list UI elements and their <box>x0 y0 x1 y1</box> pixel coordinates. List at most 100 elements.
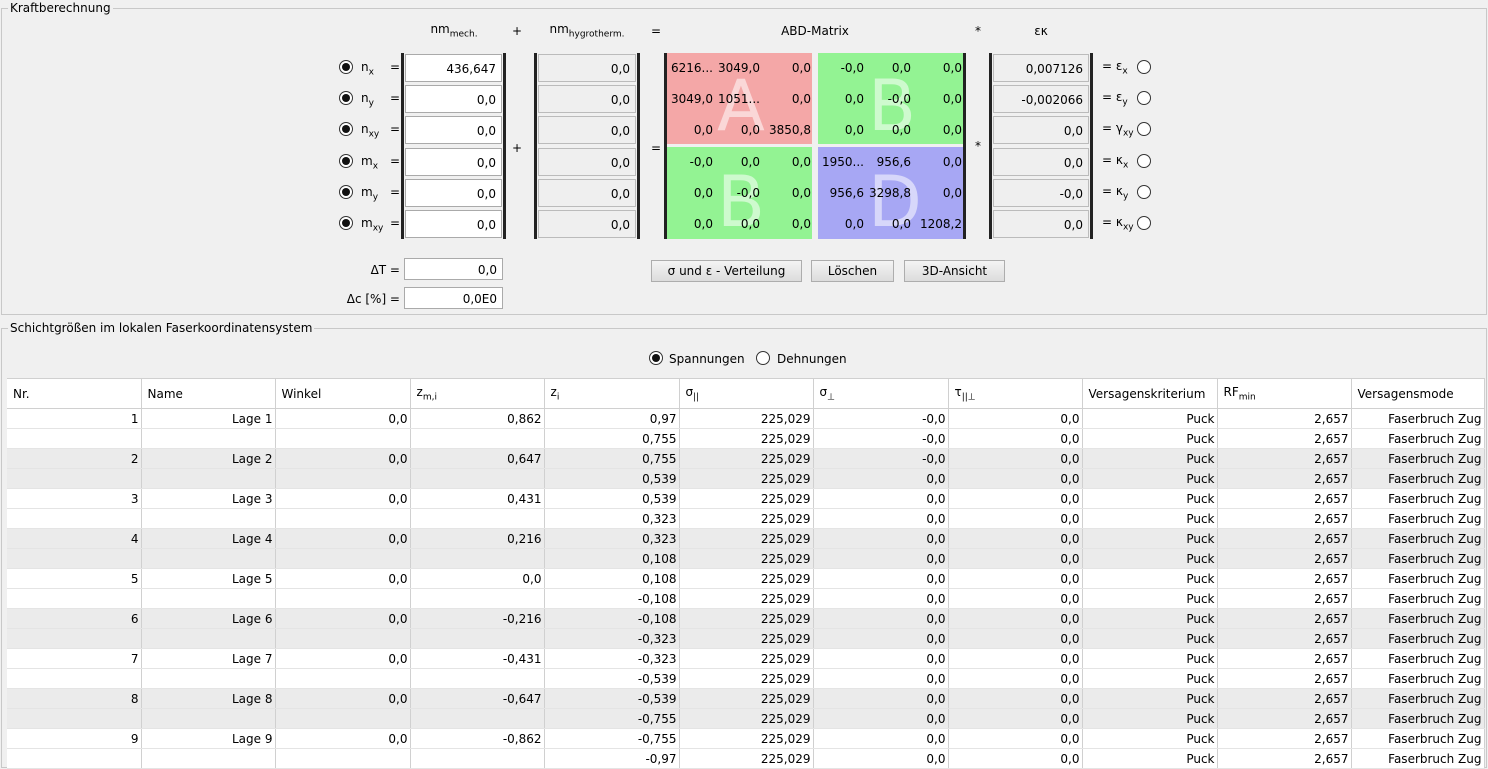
table-cell: 2,657 <box>1217 708 1352 729</box>
result-select-radio[interactable] <box>1137 185 1151 199</box>
load-select-radio[interactable] <box>339 185 353 199</box>
delete-button[interactable]: Löschen <box>811 260 894 282</box>
table-row[interactable]: 1 Lage 1 0,0 0,862 0,97 225,029 -0,0 0,0 Puck 2,6… <box>7 408 1485 429</box>
table-cell <box>275 708 411 729</box>
load-select-radio[interactable] <box>339 60 353 74</box>
table-row[interactable]: -0,97 225,029 0,0 0,0 Puck 2,657 Faserbruch Zu… <box>7 748 1485 769</box>
table-row[interactable]: -0,323 225,029 0,0 0,0 Puck 2,657 Faserbruch Z… <box>7 628 1485 649</box>
abd-matrix-cell: 0,0 <box>791 217 811 231</box>
load-select-radio[interactable] <box>339 91 353 105</box>
abd-matrix-cell: 0,0 <box>693 186 713 200</box>
column-header[interactable]: zm,i <box>410 378 545 409</box>
table-cell: 0,539 <box>544 488 680 509</box>
table-row[interactable]: 5 Lage 5 0,0 0,0 0,108 225,029 0,0 0,0 Puck 2,657… <box>7 568 1485 589</box>
nm-mech-input[interactable]: 0,0 <box>405 179 502 207</box>
column-header[interactable]: RFmin <box>1217 378 1352 409</box>
distribution-button[interactable]: σ und ε - Verteilung <box>651 260 802 282</box>
column-header[interactable]: Versagensmode <box>1351 378 1485 409</box>
table-cell <box>7 428 142 449</box>
column-header[interactable]: Versagenskriterium <box>1082 378 1218 409</box>
table-cell: 0,0 <box>275 608 411 629</box>
table-row[interactable]: -0,539 225,029 0,0 0,0 Puck 2,657 Faserbruch Z… <box>7 668 1485 689</box>
table-row[interactable]: 7 Lage 7 0,0 -0,431 -0,323 225,029 0,0 0,0 Puck 2… <box>7 648 1485 669</box>
header-nm-hygro: nmhygrotherm. <box>549 22 625 40</box>
table-cell <box>7 588 142 609</box>
nm-mech-input[interactable]: 0,0 <box>405 148 502 176</box>
table-header-row: Nr. Name Winkel zm,i zi σ|| σ⊥ τ||⊥ Versagenskri… <box>7 378 1485 409</box>
load-equals: = <box>390 60 401 74</box>
table-row[interactable]: 0,755 225,029 -0,0 0,0 Puck 2,657 Faserbruch Z… <box>7 428 1485 449</box>
dehnungen-label: Dehnungen <box>777 352 847 366</box>
table-cell <box>275 468 411 489</box>
table-cell: 2,657 <box>1217 588 1352 609</box>
table-row[interactable]: -0,108 225,029 0,0 0,0 Puck 2,657 Faserbruch Z… <box>7 588 1485 609</box>
table-cell: 0,0 <box>410 568 545 589</box>
result-label: = κxy <box>1102 215 1134 233</box>
column-header[interactable]: Name <box>141 378 276 409</box>
table-row[interactable]: 2 Lage 2 0,0 0,647 0,755 225,029 -0,0 0,0 Puck 2,… <box>7 448 1485 469</box>
load-select-radio[interactable] <box>339 154 353 168</box>
column-header[interactable]: Nr. <box>7 378 142 409</box>
result-select-radio[interactable] <box>1137 216 1151 230</box>
table-row[interactable]: 0,108 225,029 0,0 0,0 Puck 2,657 Faserbruch Zu… <box>7 548 1485 569</box>
abd-matrix-cell: 0,0 <box>693 123 713 137</box>
abd-matrix-cell: 0,0 <box>891 217 911 231</box>
table-cell: 0,0 <box>813 468 949 489</box>
abd-quadrant-b-upper: B <box>818 53 963 144</box>
load-select-radio[interactable] <box>339 122 353 136</box>
table-cell: Puck <box>1082 448 1218 469</box>
bracket-left-mech <box>401 53 404 239</box>
table-cell: 9 <box>7 728 142 749</box>
result-select-radio[interactable] <box>1137 91 1151 105</box>
abd-quadrant-d: D <box>818 147 963 239</box>
table-row[interactable]: 8 Lage 8 0,0 -0,647 -0,539 225,029 0,0 0,0 Puck 2… <box>7 688 1485 709</box>
nm-hygro-field: 0,0 <box>538 116 636 144</box>
table-cell: Faserbruch Zug <box>1351 508 1485 529</box>
abd-matrix-cell: 0,0 <box>942 92 962 106</box>
column-header[interactable]: zi <box>544 378 680 409</box>
nm-mech-input[interactable]: 0,0 <box>405 85 502 113</box>
table-cell: Puck <box>1082 688 1218 709</box>
table-row[interactable]: 4 Lage 4 0,0 0,216 0,323 225,029 0,0 0,0 Puck 2,6… <box>7 528 1485 549</box>
table-row[interactable]: 0,539 225,029 0,0 0,0 Puck 2,657 Faserbruch Zu… <box>7 468 1485 489</box>
table-row[interactable]: 0,323 225,029 0,0 0,0 Puck 2,657 Faserbruch Zu… <box>7 508 1485 529</box>
table-cell: Faserbruch Zug <box>1351 568 1485 589</box>
table-row[interactable]: 6 Lage 6 0,0 -0,216 -0,108 225,029 0,0 0,0 Puck 2… <box>7 608 1485 629</box>
table-cell: 7 <box>7 648 142 669</box>
delta-c-input[interactable]: 0,0E0 <box>404 287 503 309</box>
column-header[interactable]: Winkel <box>275 378 411 409</box>
table-cell: 6 <box>7 608 142 629</box>
table-row[interactable]: 9 Lage 9 0,0 -0,862 -0,755 225,029 0,0 0,0 Puck 2… <box>7 728 1485 749</box>
bracket-right-res <box>1090 53 1093 239</box>
table-cell: 2,657 <box>1217 508 1352 529</box>
column-header[interactable]: σ⊥ <box>813 378 949 409</box>
column-header[interactable]: τ||⊥ <box>948 378 1083 409</box>
table-cell: 225,029 <box>679 428 814 449</box>
result-select-radio[interactable] <box>1137 122 1151 136</box>
column-header[interactable]: σ|| <box>679 378 814 409</box>
table-cell: 0,0 <box>948 548 1083 569</box>
result-select-radio[interactable] <box>1137 60 1151 74</box>
abd-matrix-cell: 956,6 <box>829 186 864 200</box>
abd-matrix-cell: 0,0 <box>791 92 811 106</box>
table-cell: 2,657 <box>1217 608 1352 629</box>
load-select-radio[interactable] <box>339 216 353 230</box>
view-3d-button[interactable]: 3D-Ansicht <box>904 260 1005 282</box>
spannungen-radio[interactable] <box>649 351 663 365</box>
kraftberechnung-title: Kraftberechnung <box>8 1 113 15</box>
nm-mech-input[interactable]: 0,0 <box>405 210 502 238</box>
dehnungen-radio[interactable] <box>756 351 770 365</box>
table-cell: Puck <box>1082 408 1218 429</box>
table-row[interactable]: -0,755 225,029 0,0 0,0 Puck 2,657 Faserbruch Z… <box>7 708 1485 729</box>
nm-mech-input[interactable]: 0,0 <box>405 116 502 144</box>
table-cell: 4 <box>7 528 142 549</box>
delta-t-input[interactable]: 0,0 <box>404 258 503 280</box>
table-row[interactable]: 3 Lage 3 0,0 0,431 0,539 225,029 0,0 0,0 Puck 2,6… <box>7 488 1485 509</box>
abd-matrix-cell: 0,0 <box>942 186 962 200</box>
table-cell: 225,029 <box>679 688 814 709</box>
result-field: 0,0 <box>993 148 1089 176</box>
load-label: ny <box>361 91 374 109</box>
result-select-radio[interactable] <box>1137 154 1151 168</box>
nm-mech-input[interactable]: 436,647 <box>405 54 502 82</box>
table-cell: 0,539 <box>544 468 680 489</box>
